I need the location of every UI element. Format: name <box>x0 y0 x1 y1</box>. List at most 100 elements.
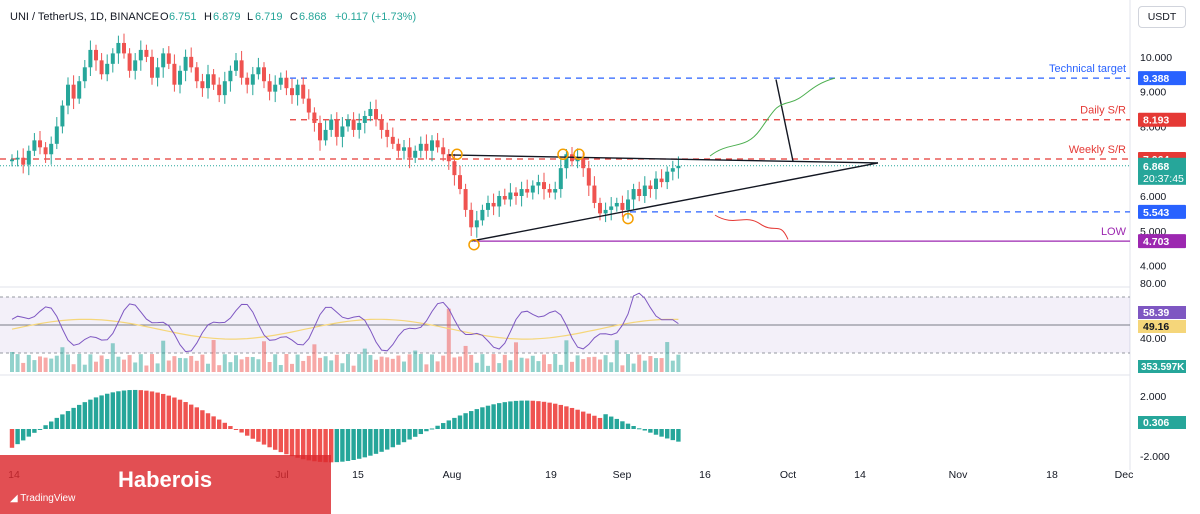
volume-bar <box>659 358 664 372</box>
candle-body <box>547 189 552 193</box>
candle-body <box>144 49 149 57</box>
time-tick-label: 18 <box>1046 469 1058 481</box>
macd-bar <box>407 429 412 440</box>
candle-body <box>390 136 395 144</box>
volume-bar <box>222 354 227 372</box>
macd-bar <box>457 415 463 429</box>
candle-body <box>250 74 255 85</box>
candle-body <box>334 119 339 137</box>
macd-bar <box>485 405 491 429</box>
currency-button[interactable]: USDT <box>1138 6 1186 28</box>
volume-bar <box>469 354 474 372</box>
macd-bar <box>77 404 82 429</box>
macd-bar <box>256 429 261 442</box>
candle-body <box>183 56 188 71</box>
volume-bar <box>43 357 48 372</box>
candle-body <box>670 168 675 172</box>
level-tag-bg <box>1138 112 1186 127</box>
macd-bar <box>334 429 339 463</box>
candle-body <box>525 189 530 193</box>
macd-bar <box>497 403 502 429</box>
candle-body <box>530 185 535 193</box>
volume-bar <box>396 355 401 372</box>
pivot-circle <box>451 148 463 161</box>
volume-bar <box>385 357 390 372</box>
volume-bar <box>497 363 502 372</box>
time-tick-label: Aug <box>443 469 462 481</box>
macd-bar <box>217 419 222 429</box>
candle-body <box>323 129 328 141</box>
macd-bar <box>530 400 535 429</box>
macd-bar <box>121 390 127 429</box>
macd-bar <box>65 411 71 429</box>
macd-bar <box>435 425 440 429</box>
macd-bar <box>502 402 507 429</box>
volume-bar <box>250 357 255 372</box>
volume-bar <box>581 359 586 372</box>
macd-bar <box>306 429 311 461</box>
candle-body <box>245 77 250 85</box>
macd-bar <box>133 389 138 429</box>
macd-bar <box>340 429 345 462</box>
macd-bar <box>525 400 530 429</box>
candle-body <box>155 67 160 78</box>
rsi-ma-tag-bg <box>1138 320 1186 333</box>
candle-body <box>318 122 322 141</box>
ascending-trendline <box>471 162 879 242</box>
macd-bar <box>351 429 356 460</box>
macd-bar <box>228 426 233 429</box>
macd-bar <box>603 414 608 429</box>
macd-bar <box>368 429 373 456</box>
volume-bar <box>390 358 395 372</box>
candle-body <box>49 143 54 155</box>
countdown-tag: 20:37:45 <box>1143 173 1184 185</box>
macd-bar <box>172 397 177 429</box>
macd-bar <box>390 429 395 448</box>
volume-bar <box>178 357 182 372</box>
volume-bar <box>368 355 373 372</box>
macd-bar <box>586 413 591 429</box>
volume-bar <box>413 350 418 372</box>
candle-body <box>497 196 502 207</box>
volume-bar <box>49 358 54 372</box>
bearish-path <box>714 214 789 240</box>
macd-bar <box>345 429 351 461</box>
volume-bar <box>357 354 362 372</box>
candle-body <box>312 112 317 123</box>
volume-bar <box>122 359 126 372</box>
candle-body <box>150 56 154 78</box>
descending-trendline <box>448 154 879 164</box>
candle-body <box>116 42 121 54</box>
candle-body <box>290 88 294 96</box>
macd-bar <box>519 400 524 429</box>
volume-bar <box>66 354 70 372</box>
level-label: Weekly S/R <box>1069 144 1126 156</box>
volume-bars <box>10 308 681 372</box>
macd-bar <box>21 429 26 441</box>
macd-bar <box>71 407 76 429</box>
candle-body <box>648 185 653 190</box>
volume-bar <box>88 354 93 372</box>
volume-bar <box>570 361 574 372</box>
candle-body <box>329 119 334 130</box>
level-label: Daily S/R <box>1080 105 1126 117</box>
macd-bar <box>15 429 20 445</box>
candle-body <box>71 84 76 99</box>
candle-body <box>357 122 362 130</box>
macd-bar <box>676 429 681 442</box>
macd-bar <box>267 429 272 448</box>
candle-body <box>211 74 216 85</box>
volume-bar <box>284 354 289 372</box>
high-label: H <box>204 11 212 23</box>
bullish-path <box>709 77 836 157</box>
candle-body <box>301 84 306 99</box>
candle-body <box>346 119 350 127</box>
volume-bar <box>598 359 602 372</box>
candle-body <box>418 143 423 151</box>
brand-name: Haberois <box>118 467 213 492</box>
candle-body <box>603 209 608 214</box>
level-tag: 8.193 <box>1143 115 1169 127</box>
rsi-lines <box>11 292 679 353</box>
time-tick-label: Sep <box>613 469 632 481</box>
